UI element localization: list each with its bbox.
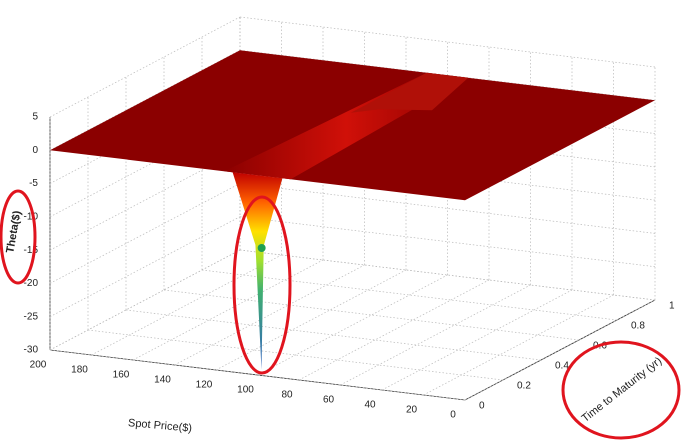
grid-line xyxy=(125,309,542,361)
annotation-ring xyxy=(561,340,681,440)
grid-line xyxy=(215,269,407,371)
x-tick-label: 100 xyxy=(237,385,254,396)
surface xyxy=(50,50,655,370)
x-tick-label: 0 xyxy=(450,410,456,421)
z-tick-label: -5 xyxy=(29,178,38,189)
grid-line xyxy=(298,279,490,381)
annotation-ring xyxy=(232,195,292,375)
z-tick-label: -30 xyxy=(24,345,39,356)
surface-bump xyxy=(350,72,469,113)
grid-line xyxy=(49,16,241,118)
y-tick-label: 0 xyxy=(479,401,485,412)
x-tick-label: 200 xyxy=(30,360,47,371)
surface-spike xyxy=(232,172,283,370)
x-tick-label: 160 xyxy=(113,370,130,381)
grid-line xyxy=(49,49,241,151)
y-tick-label: 1 xyxy=(669,301,675,312)
surface-marker xyxy=(257,244,266,253)
grid-line xyxy=(340,284,531,386)
grid-line xyxy=(464,299,656,401)
y-tick-label: 0.4 xyxy=(555,361,569,372)
x-tick-label: 180 xyxy=(71,365,88,376)
x-tick-label: 20 xyxy=(406,405,418,416)
grid-line xyxy=(174,264,365,366)
z-tick-label: -10 xyxy=(24,211,39,222)
x-tick-label: 80 xyxy=(281,390,293,401)
y-tick-label: 0.8 xyxy=(631,321,645,332)
z-tick-label: -20 xyxy=(24,278,39,289)
z-tick-label: -25 xyxy=(24,311,39,322)
grid-line xyxy=(91,254,282,356)
y-tick-label: 0.2 xyxy=(517,381,531,392)
grid-line xyxy=(257,274,448,376)
z-axis-title: Theta($) xyxy=(4,210,23,255)
annotation-ring xyxy=(0,189,37,285)
x-tick-label: 60 xyxy=(323,395,335,406)
z-tick-label: 0 xyxy=(32,145,38,156)
z-tick-label: 5 xyxy=(32,112,38,123)
x-tick-label: 120 xyxy=(196,380,213,391)
z-tick-label: -15 xyxy=(24,245,39,256)
y-axis-title: Time to Maturity (yr) xyxy=(580,355,665,425)
x-tick-label: 40 xyxy=(364,400,376,411)
x-axis-title: Spot Price($) xyxy=(128,417,193,435)
grid-line xyxy=(49,183,241,284)
grid-line xyxy=(49,249,241,351)
grid-line xyxy=(49,216,241,318)
grid-line xyxy=(423,294,614,396)
x-tick-label: 140 xyxy=(154,375,171,386)
grid-line xyxy=(132,259,324,361)
grid-line xyxy=(381,289,573,391)
grid-line xyxy=(239,216,656,268)
grid-line xyxy=(163,289,580,341)
